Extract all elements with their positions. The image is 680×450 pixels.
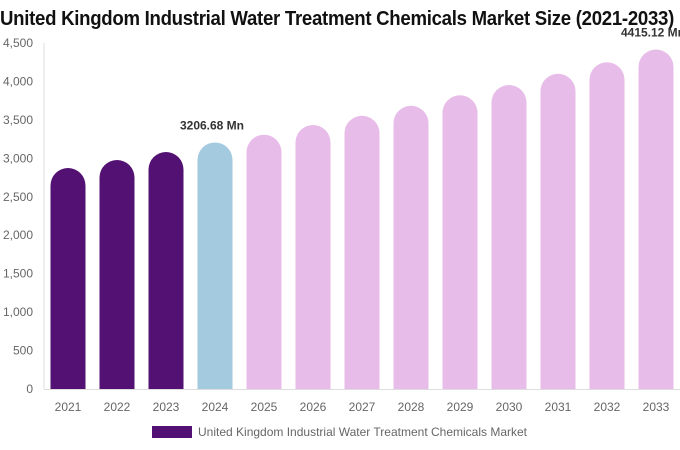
data-label-2024: 3206.68 Mn — [180, 118, 244, 132]
x-tick-label: 2031 — [545, 400, 572, 414]
x-tick-label: 2030 — [496, 400, 523, 414]
y-tick-label: 1,000 — [3, 305, 33, 319]
bar-2033 — [638, 49, 674, 389]
bar-2031 — [540, 73, 576, 389]
y-tick-label: 3,000 — [3, 151, 33, 165]
bar-2021 — [50, 168, 86, 389]
chart-title: United Kingdom Industrial Water Treatmen… — [0, 8, 675, 30]
x-tick-label: 2033 — [643, 400, 670, 414]
legend: United Kingdom Industrial Water Treatmen… — [152, 425, 527, 439]
x-tick-label: 2023 — [153, 400, 180, 414]
y-tick-label: 2,500 — [3, 190, 33, 204]
x-tick-label: 2025 — [251, 400, 278, 414]
bar-2024 — [197, 142, 233, 389]
data-label-2033: 4415.12 Mn — [621, 26, 680, 40]
x-tick-label: 2026 — [300, 400, 327, 414]
x-tick-label: 2021 — [55, 400, 82, 414]
bar-2029 — [442, 95, 478, 389]
bar-2030 — [491, 85, 527, 389]
y-tick-label: 4,000 — [3, 74, 33, 88]
legend-swatch — [152, 426, 192, 438]
bar-2026 — [295, 125, 331, 390]
x-tick-label: 2024 — [202, 400, 229, 414]
y-tick-label: 1,500 — [3, 267, 33, 281]
bar-2022 — [99, 160, 135, 389]
y-tick-label: 4,500 — [3, 36, 33, 50]
x-tick-label: 2029 — [447, 400, 474, 414]
legend-label: United Kingdom Industrial Water Treatmen… — [198, 425, 528, 439]
x-tick-label: 2028 — [398, 400, 425, 414]
x-tick-label: 2032 — [594, 400, 621, 414]
bar-2032 — [589, 62, 625, 390]
y-tick-label: 500 — [13, 344, 33, 358]
bar-2027 — [344, 115, 380, 390]
bar-2028 — [393, 105, 429, 389]
y-tick-label: 3,500 — [3, 113, 33, 127]
x-tick-label: 2027 — [349, 400, 376, 414]
x-tick-label: 2022 — [104, 400, 131, 414]
bar-2023 — [148, 152, 184, 389]
bar-2025 — [246, 134, 282, 389]
y-tick-label: 0 — [26, 382, 33, 396]
y-tick-label: 2,000 — [3, 228, 33, 242]
